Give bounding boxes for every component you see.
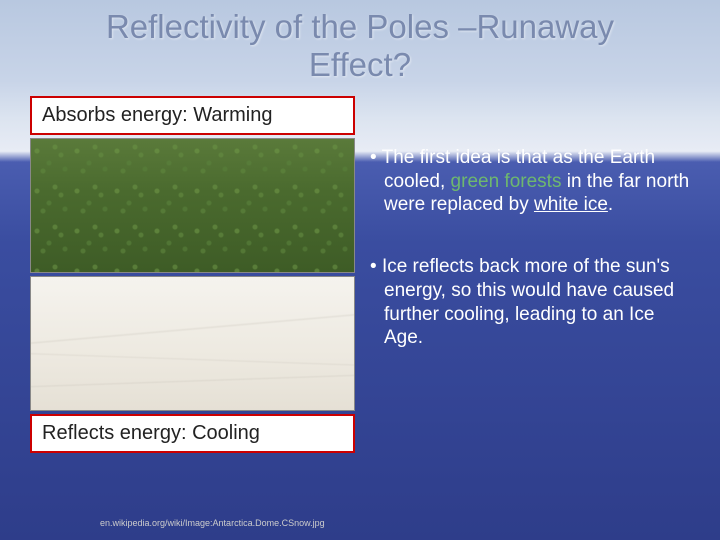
title-line-1: Reflectivity of the Poles –Runaway bbox=[106, 8, 614, 45]
title-line-2: Effect? bbox=[309, 46, 411, 83]
bullet-2: • Ice reflects back more of the sun's en… bbox=[370, 255, 690, 350]
absorbs-label: Absorbs energy: Warming bbox=[30, 96, 355, 135]
forest-image bbox=[30, 138, 355, 273]
b1-post: . bbox=[608, 194, 613, 215]
left-column: Absorbs energy: Warming Reflects energy:… bbox=[30, 96, 355, 453]
slide-title: Reflectivity of the Poles –Runaway Effec… bbox=[0, 0, 720, 84]
b2-text: Ice reflects back more of the sun's ener… bbox=[382, 256, 674, 348]
citation: en.wikipedia.org/wiki/Image:Antarctica.D… bbox=[100, 518, 325, 528]
reflects-label: Reflects energy: Cooling bbox=[30, 414, 355, 453]
b1-green: green forests bbox=[451, 171, 567, 192]
ice-image bbox=[30, 276, 355, 411]
bullet-dot-icon: • bbox=[370, 147, 382, 168]
bullet-1: • The first idea is that as the Earth co… bbox=[370, 146, 690, 217]
right-column: • The first idea is that as the Earth co… bbox=[355, 96, 690, 453]
content-wrap: Absorbs energy: Warming Reflects energy:… bbox=[0, 84, 720, 453]
bullet-dot-icon: • bbox=[370, 256, 382, 277]
b1-white: white ice bbox=[534, 194, 608, 215]
